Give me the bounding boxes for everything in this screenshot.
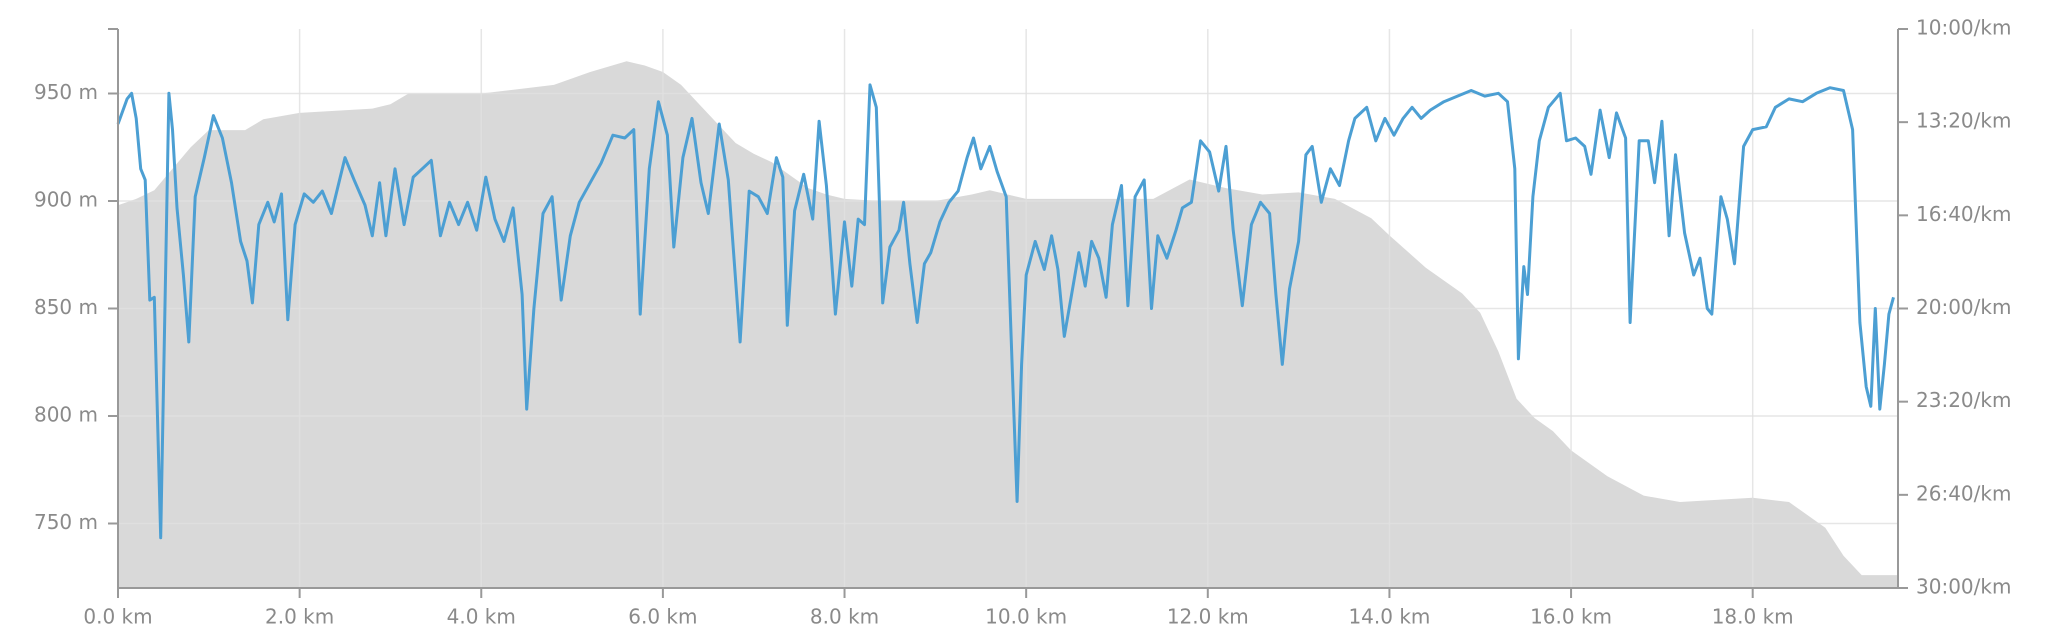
x-tick-label: 0.0 km: [83, 605, 152, 629]
x-tick-label: 14.0 km: [1348, 605, 1430, 629]
y-tick-label: 750 m: [34, 510, 98, 534]
y2-tick-label: 20:00/km: [1916, 295, 2011, 319]
x-tick-label: 4.0 km: [447, 605, 516, 629]
x-tick-label: 10.0 km: [985, 605, 1067, 629]
x-tick-label: 12.0 km: [1167, 605, 1249, 629]
x-tick-label: 2.0 km: [265, 605, 334, 629]
pace-line: [116, 83, 1895, 540]
x-tick-label: 6.0 km: [628, 605, 697, 629]
y-tick-label: 900 m: [34, 188, 98, 212]
y-tick-label: 850 m: [34, 295, 98, 319]
y-tick-label: 800 m: [34, 403, 98, 427]
y2-tick-label: 26:40/km: [1916, 481, 2011, 505]
y2-tick-label: 16:40/km: [1916, 202, 2011, 226]
x-tick-label: 16.0 km: [1530, 605, 1612, 629]
x-tick-label: 18.0 km: [1712, 605, 1794, 629]
x-tick-label: 8.0 km: [810, 605, 879, 629]
y-tick-label: 950 m: [34, 80, 98, 104]
y2-tick-label: 13:20/km: [1916, 109, 2011, 133]
elevation-area: [118, 61, 1898, 589]
y2-tick-label: 30:00/km: [1916, 575, 2011, 599]
y2-tick-label: 10:00/km: [1916, 16, 2011, 40]
y2-tick-label: 23:20/km: [1916, 388, 2011, 412]
